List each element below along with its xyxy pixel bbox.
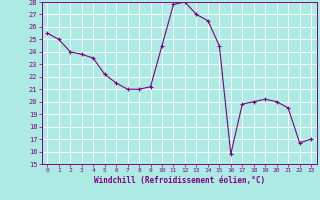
X-axis label: Windchill (Refroidissement éolien,°C): Windchill (Refroidissement éolien,°C) (94, 176, 265, 185)
